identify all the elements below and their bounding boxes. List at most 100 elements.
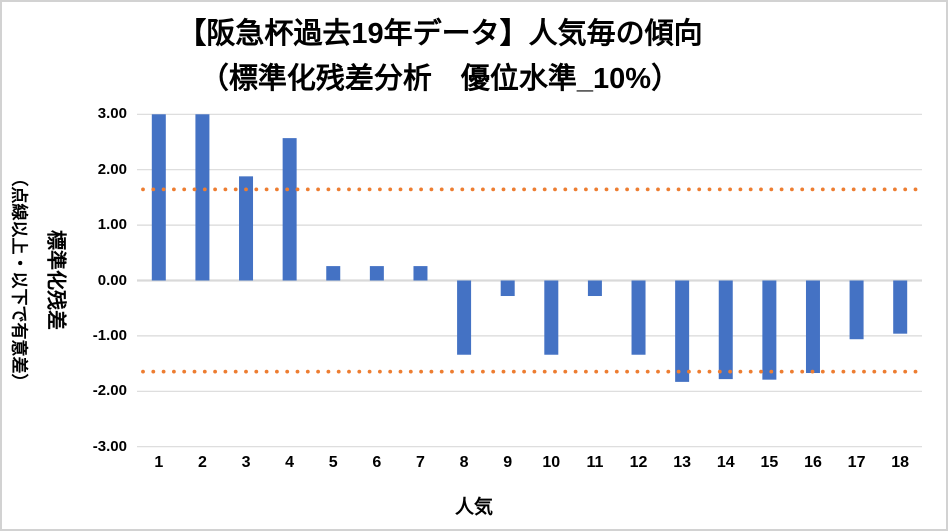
significance-dot <box>316 187 320 192</box>
significance-dot <box>820 369 825 374</box>
significance-dot <box>738 187 743 192</box>
significance-dot <box>316 369 320 374</box>
significance-dot <box>594 187 599 192</box>
chart-title-line2: （標準化残差分析 優位水準_10%） <box>199 63 681 95</box>
significance-dot <box>161 369 166 374</box>
significance-dot <box>213 369 218 374</box>
bar-rank-1 <box>151 114 166 281</box>
significance-dot <box>841 369 846 374</box>
significance-dot <box>790 187 794 192</box>
significance-dot <box>511 187 516 192</box>
significance-dot <box>625 187 629 192</box>
y-tick-label: 1.00 <box>97 216 127 234</box>
significance-dot <box>584 187 588 192</box>
significance-dot <box>439 369 444 374</box>
significance-dot <box>213 187 218 192</box>
significance-dot <box>553 187 557 192</box>
significance-dot <box>398 369 403 374</box>
significance-dot <box>429 187 434 192</box>
x-tick-label: 14 <box>716 454 735 471</box>
significance-dot <box>378 187 382 192</box>
significance-dot <box>635 369 640 374</box>
significance-dot <box>779 187 784 192</box>
significance-dot <box>903 369 908 374</box>
x-tick-label: 4 <box>285 454 295 471</box>
significance-dot <box>244 187 248 192</box>
significance-dot <box>862 187 866 192</box>
significance-dot <box>769 187 774 192</box>
significance-dot <box>202 369 207 374</box>
significance-dot <box>388 369 393 374</box>
significance-dot <box>347 369 351 374</box>
significance-dot <box>851 187 856 192</box>
bar-rank-2 <box>195 114 210 281</box>
significance-dot <box>264 369 269 374</box>
significance-dot <box>635 187 640 192</box>
significance-dot <box>687 187 691 192</box>
significance-dot <box>676 369 681 374</box>
significance-dot <box>192 187 197 192</box>
x-tick-label: 13 <box>673 454 692 471</box>
significance-dot <box>223 187 228 192</box>
significance-dot <box>594 369 599 374</box>
significance-dot <box>233 187 238 192</box>
y-tick-label: 2.00 <box>97 160 127 178</box>
bar-rank-5 <box>326 266 341 281</box>
significance-dot <box>223 369 228 374</box>
x-tick-label: 17 <box>847 454 866 471</box>
significance-dot <box>192 369 197 374</box>
significance-dot <box>326 187 331 192</box>
significance-dot <box>161 187 166 192</box>
x-tick-label: 16 <box>804 454 822 471</box>
significance-dot <box>141 187 145 192</box>
significance-dot <box>728 369 732 374</box>
significance-dot <box>604 187 609 192</box>
bar-rank-3 <box>239 176 254 281</box>
x-tick-label: 15 <box>760 454 779 471</box>
significance-dot <box>522 369 526 374</box>
bar-rank-18 <box>893 280 908 334</box>
significance-dot <box>759 369 763 374</box>
significance-dot <box>305 187 310 192</box>
significance-dot <box>511 369 516 374</box>
significance-dot <box>810 369 815 374</box>
significance-dot <box>728 187 732 192</box>
x-tick-label: 6 <box>372 454 382 471</box>
significance-dot <box>779 369 784 374</box>
significance-dot <box>573 187 578 192</box>
significance-dot <box>470 187 475 192</box>
significance-dot <box>872 187 877 192</box>
bar-rank-15 <box>762 280 777 380</box>
significance-dot <box>202 187 207 192</box>
significance-dot <box>831 187 835 192</box>
bar-rank-10 <box>544 280 559 355</box>
significance-dot <box>759 187 763 192</box>
significance-dot <box>748 369 753 374</box>
bar-rank-11 <box>587 280 602 297</box>
significance-dot <box>614 369 619 374</box>
significance-dot <box>717 369 722 374</box>
significance-dot <box>831 369 835 374</box>
x-tick-label: 18 <box>891 454 910 471</box>
significance-dot <box>182 187 187 192</box>
significance-dot <box>398 187 403 192</box>
x-tick-label: 10 <box>542 454 561 471</box>
significance-dot <box>326 369 331 374</box>
significance-dot <box>522 187 526 192</box>
significance-dot <box>800 369 805 374</box>
y-tick-label: 3.00 <box>97 105 127 123</box>
significance-dot <box>460 187 465 192</box>
significance-dot <box>491 369 496 374</box>
bar-rank-16 <box>805 280 820 374</box>
significance-dot <box>573 369 578 374</box>
significance-dot <box>408 369 413 374</box>
significance-dot <box>913 369 918 374</box>
x-tick-label: 5 <box>328 454 338 471</box>
significance-dot <box>254 369 259 374</box>
significance-dot <box>810 187 815 192</box>
x-tick-label: 12 <box>629 454 648 471</box>
significance-dot <box>285 369 290 374</box>
significance-dot <box>264 187 269 192</box>
significance-dot <box>697 369 702 374</box>
